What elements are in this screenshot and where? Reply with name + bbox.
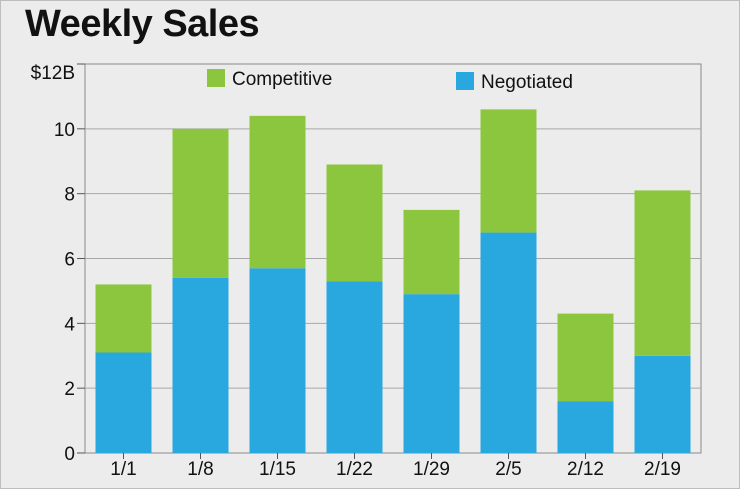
legend-swatch-negotiated: [456, 72, 474, 90]
y-tick-label: 10: [54, 120, 75, 141]
bar-negotiated: [95, 352, 152, 453]
bar-competitive: [95, 284, 152, 353]
bar-negotiated: [480, 232, 537, 453]
legend-swatch-competitive: [207, 69, 225, 87]
chart-title: Weekly Sales: [25, 3, 260, 45]
bar-competitive: [403, 209, 460, 295]
x-tick-label: 2/19: [644, 459, 681, 480]
bar-negotiated: [326, 281, 383, 453]
x-tick-label: 2/5: [495, 459, 521, 480]
x-tick-label: 1/1: [110, 459, 136, 480]
bar-negotiated: [172, 277, 229, 453]
y-tick-label: 8: [64, 185, 75, 206]
legend-label-negotiated: Negotiated: [481, 72, 573, 93]
bar-competitive: [249, 115, 306, 269]
x-tick-label: 1/8: [187, 459, 213, 480]
y-tick-label: 6: [64, 250, 75, 271]
bar-negotiated: [403, 294, 460, 453]
x-tick-label: 2/12: [567, 459, 604, 480]
y-tick-label: 0: [64, 444, 75, 465]
bar-competitive: [172, 128, 229, 278]
bar-negotiated: [557, 401, 614, 453]
bar-competitive: [480, 109, 537, 233]
x-tick-label: 1/15: [259, 459, 296, 480]
bar-competitive: [634, 190, 691, 356]
bar-competitive: [326, 164, 383, 282]
y-tick-label: 4: [64, 314, 75, 335]
x-tick-label: 1/22: [336, 459, 373, 480]
bar-negotiated: [249, 268, 306, 453]
bar-negotiated: [634, 355, 691, 453]
y-tick-label: 2: [64, 379, 75, 400]
x-tick-label: 1/29: [413, 459, 450, 480]
legend-label-competitive: Competitive: [232, 69, 332, 90]
bar-competitive: [557, 313, 614, 402]
y-tick-label: $12B: [31, 63, 75, 84]
